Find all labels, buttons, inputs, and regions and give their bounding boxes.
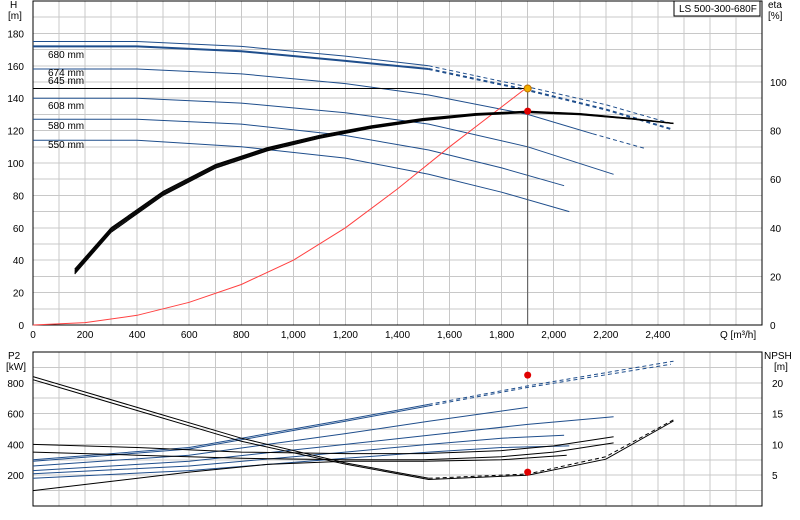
x-tick-label: 800 [233, 330, 250, 341]
efficiency-point-marker [524, 107, 532, 115]
power-curve-extension [428, 360, 674, 405]
power-curve [32, 436, 614, 455]
p2-tick-label: 800 [7, 379, 24, 390]
npsh-curve-extension [428, 419, 674, 479]
power-curve [32, 445, 570, 479]
y2-tick-label: 100 [770, 78, 787, 89]
curve-label: 680 mm [48, 50, 84, 61]
npsh-axis-label-unit: [m] [774, 362, 788, 373]
curve-label: 550 mm [48, 140, 84, 151]
head-curve [33, 41, 429, 67]
lower-chart-grid [32, 351, 763, 507]
power-curve [32, 434, 565, 475]
npsh-point-marker [524, 468, 532, 476]
power-curve [32, 403, 429, 461]
x-axis-label: Q [m³/h] [720, 330, 756, 341]
p2-tick-label: 200 [7, 471, 24, 482]
efficiency-curve [74, 110, 674, 270]
x-tick-label: 1,200 [333, 330, 358, 341]
y-tick-label: 40 [13, 256, 25, 267]
power-curve [32, 442, 614, 461]
head-curve-extension [428, 65, 674, 125]
lower-chart-series [32, 360, 674, 492]
x-tick-label: 2,400 [645, 330, 670, 341]
p2-axis-label-unit: [kW] [6, 362, 26, 373]
y2-axis-label-name: eta [768, 0, 782, 11]
y2-tick-label: 40 [770, 224, 782, 235]
title-box [673, 0, 761, 17]
power-curve-extension [428, 363, 671, 407]
p2-tick-label: 600 [7, 410, 24, 421]
power-curve [32, 454, 567, 492]
y-tick-label: 180 [7, 29, 24, 40]
npsh-tick-label: 10 [772, 440, 784, 451]
y-axis-label-unit: [m] [8, 11, 22, 22]
npsh-curve [32, 379, 674, 481]
head-curve [33, 118, 565, 187]
curve-label: 674 mm [48, 68, 84, 79]
y-tick-label: 20 [13, 289, 25, 300]
y2-tick-label: 60 [770, 175, 782, 186]
system-curve [32, 86, 529, 326]
upper-frame [32, 0, 763, 326]
title-box-label: LS 500-300-680F [679, 4, 757, 15]
power-curve [32, 406, 528, 467]
head-curve [33, 139, 570, 213]
y-tick-label: 160 [7, 62, 24, 73]
upper-chart-grid [32, 0, 763, 326]
head-curve [33, 45, 429, 70]
upper-chart-series [32, 41, 674, 326]
power-curve [32, 405, 429, 462]
x-tick-label: 0 [30, 330, 36, 341]
y-tick-label: 80 [13, 191, 25, 202]
x-tick-label: 600 [181, 330, 198, 341]
head-curve-extension [592, 133, 645, 149]
npsh-tick-label: 20 [772, 379, 784, 390]
y2-tick-label: 20 [770, 272, 782, 283]
npsh-tick-label: 15 [772, 410, 784, 421]
y-tick-label: 0 [18, 321, 24, 332]
x-tick-label: 1,600 [437, 330, 462, 341]
power-curve [32, 416, 614, 472]
y-tick-label: 100 [7, 159, 24, 170]
npsh-tick-label: 5 [772, 471, 778, 482]
power-point-marker [524, 371, 532, 379]
x-tick-label: 1,000 [281, 330, 306, 341]
curve-label: 645 mm [48, 76, 84, 87]
y-tick-label: 60 [13, 224, 25, 235]
p2-axis-label-name: P2 [8, 351, 21, 362]
y-tick-label: 120 [7, 127, 24, 138]
npsh-curve [32, 376, 429, 479]
curve-label: 580 mm [48, 121, 84, 132]
p2-tick-label: 400 [7, 440, 24, 451]
x-tick-label: 1,400 [385, 330, 410, 341]
x-tick-label: 2,000 [541, 330, 566, 341]
y-tick-label: 140 [7, 94, 24, 105]
x-tick-label: 400 [129, 330, 146, 341]
head-curve-extension [428, 68, 672, 130]
y2-tick-label: 80 [770, 127, 782, 138]
chart-labels: 0 200 400 600 800 1,000 1,200 1,400 1,600 1,800 2,… [6, 0, 792, 482]
lower-frame [32, 351, 763, 507]
x-tick-label: 2,200 [593, 330, 618, 341]
curve-label: 608 mm [48, 101, 84, 112]
x-tick-label: 200 [77, 330, 94, 341]
y2-axis-label-unit: [%] [768, 11, 783, 22]
npsh-axis-label-name: NPSH [764, 351, 792, 362]
efficiency-curve [74, 112, 674, 275]
x-tick-label: 1,800 [489, 330, 514, 341]
y2-tick-label: 0 [770, 321, 776, 332]
y-axis-label-name: H [10, 0, 17, 11]
operating-point-marker [523, 84, 532, 93]
